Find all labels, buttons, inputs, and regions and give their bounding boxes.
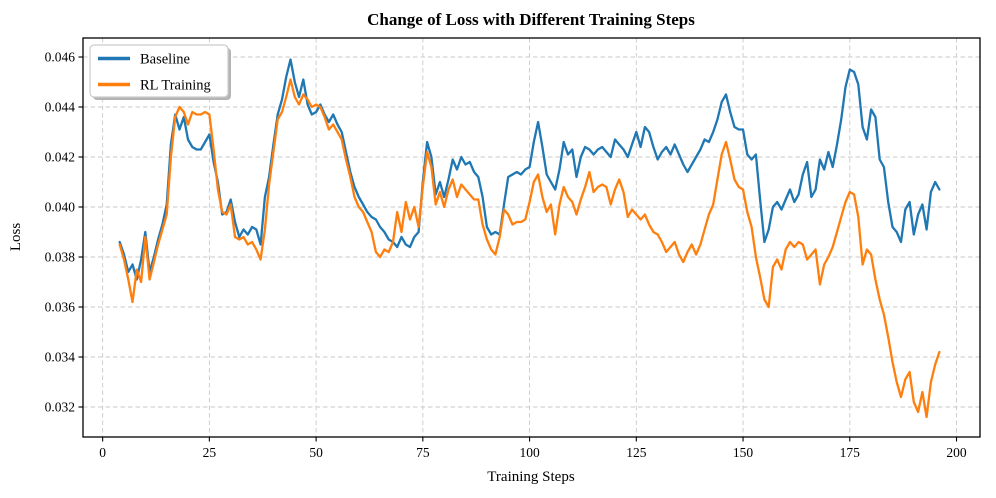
x-tick-label: 125	[626, 445, 647, 460]
rl-training-series-line	[118, 78, 941, 419]
x-tick-label: 50	[309, 445, 323, 460]
legend-baseline-label: Baseline	[140, 52, 190, 68]
tick-layer: 0 25 50 75 100 125 150 175 200 0.032 0.034 0.036 0.0…	[45, 50, 967, 461]
y-tick-label: 0.036	[45, 300, 76, 315]
grid-layer	[83, 38, 980, 437]
y-tick-label: 0.032	[45, 400, 75, 415]
baseline-series-line	[118, 58, 941, 281]
chart-title: Change of Loss with Different Training S…	[367, 10, 695, 29]
x-tick-label: 0	[99, 445, 106, 460]
y-tick-label: 0.038	[45, 250, 76, 265]
legend-box: Baseline RL Training	[89, 44, 231, 100]
y-axis-label: Loss	[8, 223, 24, 252]
plot-border	[82, 37, 981, 438]
y-tick-label: 0.044	[45, 100, 76, 115]
y-tick-label: 0.034	[45, 350, 76, 365]
x-tick-label: 200	[946, 445, 967, 460]
x-tick-label: 150	[733, 445, 754, 460]
y-tick-label: 0.046	[45, 50, 76, 65]
series-layer	[118, 58, 941, 419]
x-tick-label: 75	[416, 445, 430, 460]
y-tick-label: 0.042	[45, 150, 75, 165]
x-axis-label: Training Steps	[487, 469, 575, 485]
x-tick-label: 100	[519, 445, 540, 460]
x-tick-label: 175	[840, 445, 861, 460]
x-tick-label: 25	[203, 445, 217, 460]
legend-rl-label: RL Training	[140, 78, 211, 94]
y-tick-label: 0.040	[45, 200, 76, 215]
